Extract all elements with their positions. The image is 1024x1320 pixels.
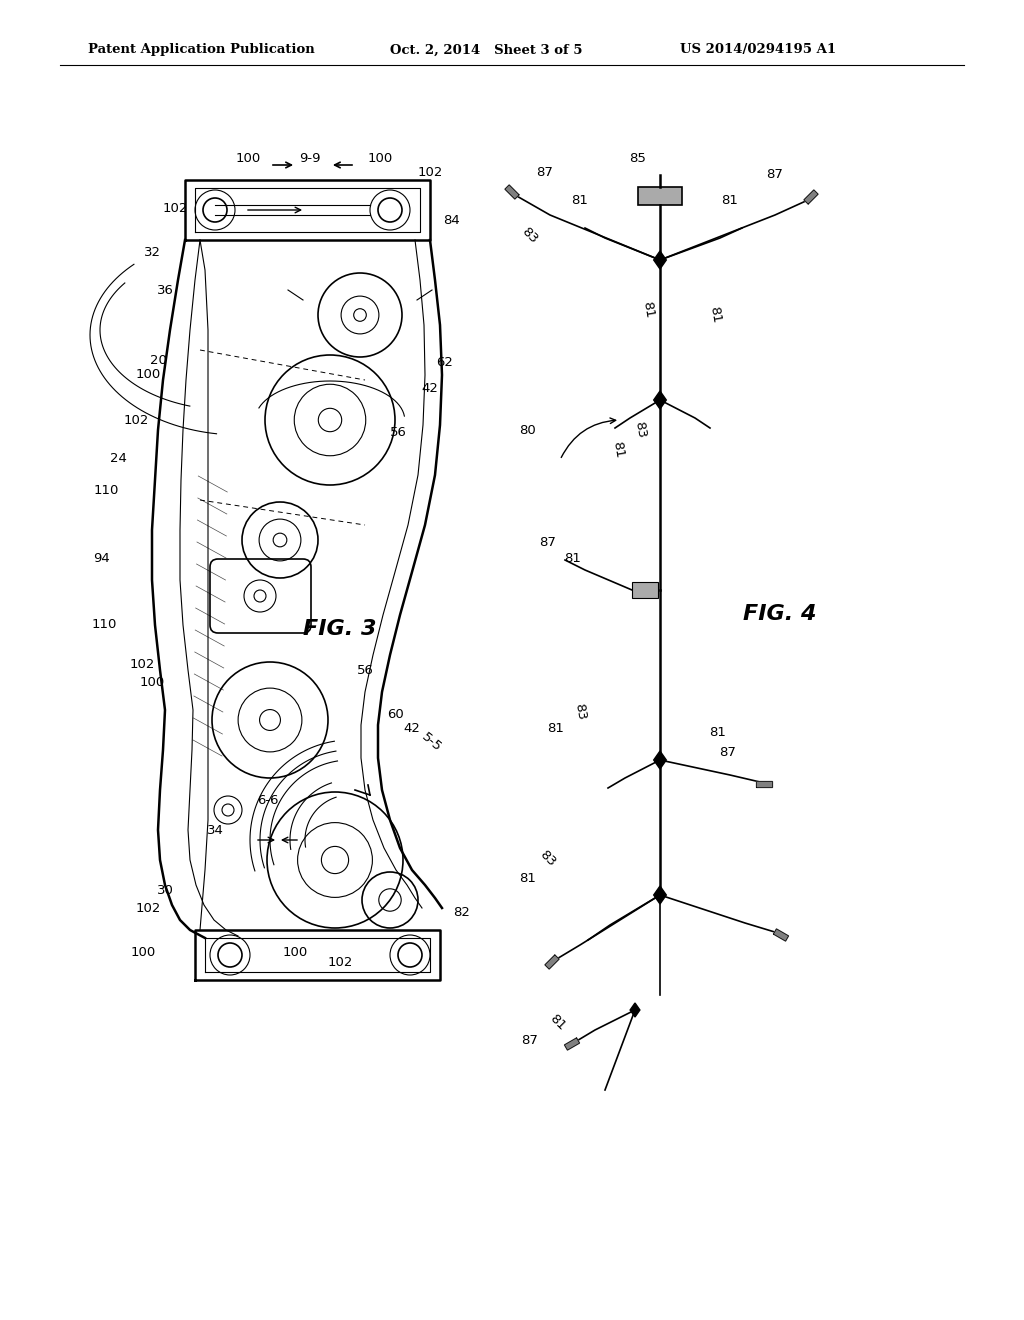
Polygon shape [545,954,559,969]
Text: 87: 87 [767,169,783,181]
Polygon shape [653,886,667,904]
Polygon shape [653,251,667,269]
Polygon shape [505,185,519,199]
Text: Oct. 2, 2014   Sheet 3 of 5: Oct. 2, 2014 Sheet 3 of 5 [390,44,583,57]
Text: 81: 81 [519,871,537,884]
Polygon shape [653,751,667,770]
Text: 6-6: 6-6 [257,793,279,807]
Text: 94: 94 [93,552,111,565]
Text: 36: 36 [157,284,173,297]
Text: 87: 87 [720,746,736,759]
Polygon shape [630,1003,640,1016]
Text: 81: 81 [640,301,655,319]
Text: 102: 102 [123,413,148,426]
Text: 24: 24 [110,451,126,465]
Text: 81: 81 [610,441,626,459]
Polygon shape [564,1038,580,1051]
Text: 82: 82 [454,906,470,919]
Text: 83: 83 [632,421,648,440]
Text: 81: 81 [722,194,738,206]
Text: 32: 32 [143,246,161,259]
Text: 102: 102 [135,902,161,915]
Text: 56: 56 [389,425,407,438]
Polygon shape [756,781,772,787]
Text: 42: 42 [422,381,438,395]
Text: 80: 80 [519,424,537,437]
Text: 102: 102 [418,165,442,178]
Text: 102: 102 [328,956,352,969]
Text: 110: 110 [91,619,117,631]
Text: 5-5: 5-5 [420,730,444,754]
Text: 83: 83 [519,224,541,246]
Text: 83: 83 [572,702,588,722]
Text: 81: 81 [710,726,726,738]
Text: 100: 100 [236,152,261,165]
Text: 60: 60 [388,709,404,722]
Polygon shape [653,391,667,409]
Text: 42: 42 [403,722,421,734]
Bar [632,582,658,598]
Bar [638,187,682,205]
Text: 81: 81 [548,722,564,734]
Text: 100: 100 [135,368,161,381]
Text: 84: 84 [443,214,461,227]
Text: 100: 100 [130,945,156,958]
Text: 81: 81 [571,194,589,206]
Text: 81: 81 [708,305,723,325]
Polygon shape [773,929,788,941]
Text: 87: 87 [537,165,553,178]
Text: 56: 56 [356,664,374,676]
Text: 62: 62 [436,355,454,368]
Text: FIG. 3: FIG. 3 [303,619,377,639]
Text: 102: 102 [129,659,155,672]
Text: 81: 81 [548,1011,568,1032]
Text: 87: 87 [540,536,556,549]
Text: 9-9: 9-9 [299,152,321,165]
Text: 100: 100 [283,945,307,958]
Text: 100: 100 [368,152,392,165]
Text: 81: 81 [564,552,582,565]
Text: 85: 85 [630,152,646,165]
Text: 102: 102 [163,202,187,214]
Text: US 2014/0294195 A1: US 2014/0294195 A1 [680,44,837,57]
Text: 34: 34 [207,824,223,837]
Text: FIG. 4: FIG. 4 [743,605,817,624]
Text: Patent Application Publication: Patent Application Publication [88,44,314,57]
Text: 20: 20 [150,354,167,367]
Text: 30: 30 [157,883,173,896]
Text: 87: 87 [521,1034,539,1047]
Polygon shape [804,190,818,205]
Text: 110: 110 [93,483,119,496]
Text: 100: 100 [139,676,165,689]
Text: 83: 83 [538,847,558,869]
